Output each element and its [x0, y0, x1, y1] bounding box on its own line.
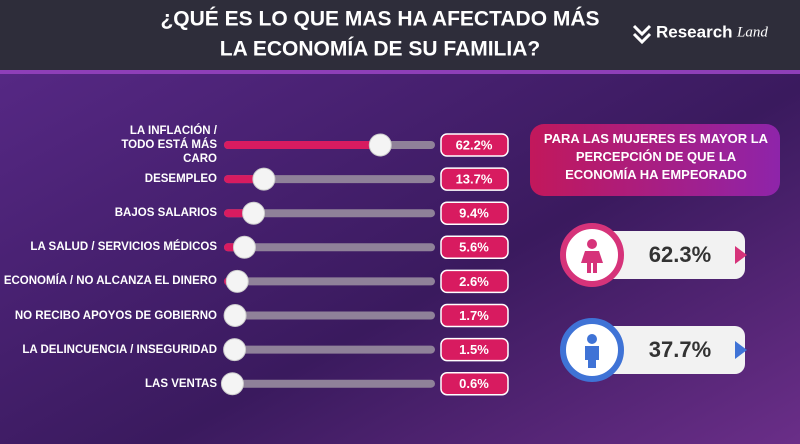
category-label: LA INFLACIÓN / TODO ESTÁ MÁS CARO	[121, 125, 217, 165]
icon-body	[581, 251, 603, 273]
value-pill	[440, 371, 509, 396]
knob	[225, 269, 249, 293]
title-line: LA ECONOMÍA DE SU FAMILIA?	[220, 38, 540, 61]
icon-head	[587, 239, 597, 249]
value-pill	[440, 269, 509, 294]
value-pill	[440, 235, 509, 260]
value-label: 13.7%	[456, 172, 493, 187]
track	[224, 175, 435, 184]
track	[224, 379, 435, 388]
track	[224, 345, 435, 354]
header-rule	[0, 70, 800, 74]
knob	[223, 304, 247, 327]
value-label: 62.2%	[456, 137, 493, 152]
track	[224, 277, 435, 286]
category-label: ECONOMÍA / NO ALCANZA EL DINERO	[3, 275, 217, 288]
knob	[252, 167, 276, 191]
value-label: 0.6%	[459, 376, 489, 391]
stat-arrow	[735, 341, 747, 359]
category-label: LA SALUD / SERVICIOS MÉDICOS	[30, 241, 217, 254]
value-label: 2.6%	[459, 274, 489, 289]
icon-body	[585, 346, 599, 368]
panel	[530, 124, 780, 196]
header	[0, 0, 800, 70]
knob	[368, 133, 392, 157]
logo: Research	[656, 22, 733, 41]
track	[224, 243, 435, 252]
stat-pill	[600, 231, 745, 279]
value-label: 1.7%	[459, 308, 489, 323]
value-pill	[440, 337, 509, 362]
stat-arrow	[735, 246, 747, 264]
icon-head	[587, 334, 597, 344]
value-pill	[440, 201, 509, 225]
title-line: ¿QUÉ ES LO QUE MAS HA AFECTADO MÁS	[160, 8, 599, 31]
category-label: LA DELINCUENCIA / INSEGURIDAD	[22, 343, 217, 356]
knob	[223, 338, 247, 362]
knob	[232, 235, 256, 259]
panel-title: PARA LAS MUJERES ES MAYOR LA PERCEPCIÓN …	[543, 131, 769, 182]
logo: Land	[736, 24, 768, 40]
value-label: 9.4%	[459, 206, 489, 221]
value-pill	[440, 303, 509, 328]
value-label: 5.6%	[459, 240, 489, 255]
track	[224, 311, 435, 320]
bar	[224, 141, 381, 149]
knob	[220, 372, 244, 396]
value-pill	[440, 167, 509, 191]
stat-value: 62.3%	[649, 242, 711, 267]
track	[224, 209, 435, 218]
value-label: 1.5%	[459, 342, 489, 357]
stat-pill	[600, 326, 745, 374]
category-label: DESEMPLEO	[144, 173, 217, 186]
value-pill	[440, 133, 509, 157]
logo-icon	[632, 24, 652, 45]
category-label: NO RECIBO APOYOS DE GOBIERNO	[14, 309, 217, 322]
knob	[242, 201, 266, 225]
stat-value: 37.7%	[649, 337, 711, 362]
category-label: LAS VENTAS	[145, 377, 217, 390]
category-label: BAJOS SALARIOS	[114, 207, 217, 220]
